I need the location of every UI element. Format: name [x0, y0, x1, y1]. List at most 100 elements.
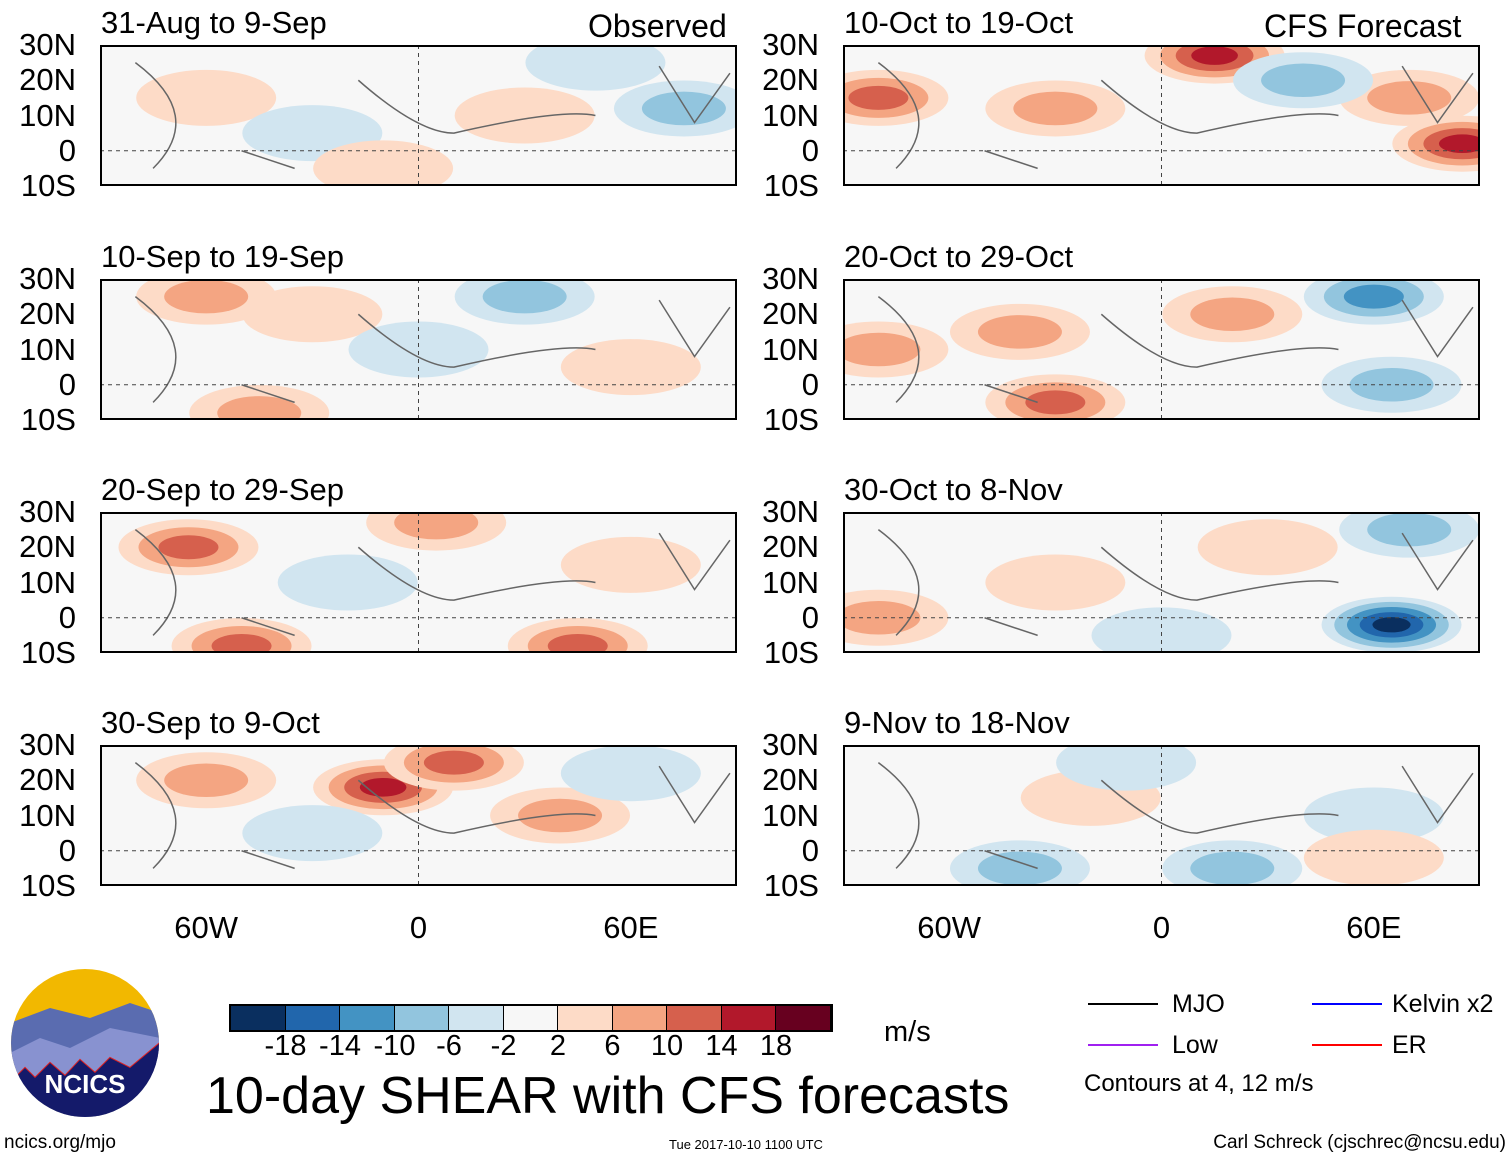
shear-anomaly	[1367, 512, 1452, 547]
shear-anomaly	[547, 633, 608, 653]
colorbar-tick-label: 18	[759, 1030, 793, 1062]
y-tick-label: 0	[58, 832, 76, 868]
shear-anomaly	[1349, 367, 1434, 402]
footer-timestamp: Tue 2017-10-10 1100 UTC	[669, 1137, 823, 1152]
y-tick-label: 10N	[762, 97, 819, 133]
panel-title: 20-Oct to 29-Oct	[844, 239, 1074, 274]
y-tick-label: 0	[801, 366, 819, 402]
y-tick-label: 30N	[19, 727, 76, 762]
colorbar	[229, 1004, 833, 1032]
colorbar-swatch	[721, 1006, 776, 1030]
y-tick-label: 20N	[762, 62, 819, 98]
legend-kelvin: Kelvin x2	[1392, 990, 1494, 1018]
colorbar-tick-label: -14	[319, 1030, 361, 1062]
y-tick-label: 20N	[19, 62, 76, 98]
shear-anomaly	[848, 85, 909, 110]
x-tick-label: 0	[1152, 910, 1171, 945]
footer-url[interactable]: ncics.org/mjo	[4, 1132, 116, 1153]
y-tick-label: 0	[58, 132, 76, 168]
colorbar-tick-label: -2	[490, 1030, 517, 1062]
shear-anomaly	[1197, 519, 1338, 576]
shear-anomaly	[1091, 607, 1232, 653]
y-tick-label: 30N	[762, 727, 819, 762]
shear-anomaly	[518, 798, 603, 833]
shear-anomaly	[423, 750, 484, 775]
ncics-logo: NCICS	[11, 969, 159, 1117]
y-tick-label: 10S	[20, 168, 76, 203]
y-tick-label: 0	[801, 132, 819, 168]
shear-anomaly	[211, 633, 272, 653]
y-tick-label: 10S	[20, 635, 76, 670]
panel-frame	[843, 279, 1480, 420]
y-tick-label: 0	[58, 366, 76, 402]
y-tick-label: 20N	[19, 762, 76, 798]
x-tick-label: 60W	[917, 910, 982, 945]
units-label: m/s	[884, 1016, 931, 1048]
shear-anomaly	[560, 745, 701, 802]
colorbar-tick-label: 6	[604, 1030, 621, 1062]
shear-anomaly	[1303, 787, 1444, 844]
legend-er-line	[1312, 1044, 1382, 1046]
y-tick-label: 30N	[19, 27, 76, 62]
panel-frame	[100, 45, 737, 186]
y-tick-label: 0	[801, 832, 819, 868]
shear-anomaly	[1191, 46, 1238, 65]
panel-frame	[100, 745, 737, 886]
y-tick-label: 10N	[19, 797, 76, 833]
shear-anomaly	[217, 396, 302, 420]
y-tick-label: 30N	[762, 27, 819, 62]
map-panel	[100, 279, 737, 420]
y-tick-label: 10S	[763, 635, 819, 670]
main-title: 10-day SHEAR with CFS forecasts	[206, 1067, 1010, 1125]
shear-anomaly	[482, 279, 567, 314]
panel-title: 20-Sep to 29-Sep	[101, 472, 345, 507]
panel-frame	[843, 512, 1480, 653]
colorbar-swatch	[231, 1006, 286, 1030]
legend-low-line	[1088, 1044, 1158, 1046]
shear-anomaly	[1372, 617, 1411, 633]
coastlines	[134, 762, 731, 870]
y-tick-label: 10S	[763, 868, 819, 903]
shear-anomaly	[1438, 134, 1480, 154]
x-tick-label: 60E	[603, 910, 659, 945]
shear-anomaly	[394, 512, 479, 540]
coastlines	[877, 529, 1474, 637]
y-tick-label: 10S	[763, 168, 819, 203]
map-panel	[100, 512, 737, 653]
y-tick-label: 10N	[19, 331, 76, 367]
shear-anomaly	[843, 600, 921, 635]
shear-anomaly	[1190, 851, 1275, 886]
y-tick-label: 30N	[19, 494, 76, 529]
x-tick-label: 60W	[174, 910, 239, 945]
coastlines	[877, 296, 1474, 404]
shear-anomaly	[1303, 829, 1444, 886]
panel-frame	[843, 745, 1480, 886]
shear-anomaly	[164, 279, 249, 314]
shear-anomaly	[1343, 284, 1404, 309]
shear-anomaly	[977, 315, 1062, 349]
colorbar-swatch	[776, 1006, 831, 1030]
colorbar-swatch	[612, 1006, 667, 1030]
colorbar-tick-label: 14	[705, 1030, 738, 1062]
shear-anomaly	[158, 535, 219, 560]
shear-anomaly	[242, 286, 383, 343]
colorbar-swatch	[394, 1006, 449, 1030]
coastlines	[134, 529, 731, 637]
coastlines	[877, 62, 1474, 170]
y-tick-label: 30N	[762, 494, 819, 529]
shear-anomaly	[164, 763, 249, 798]
y-tick-label: 10S	[20, 868, 76, 903]
legend-kelvin-line	[1312, 1003, 1382, 1005]
y-tick-label: 20N	[762, 296, 819, 332]
shear-anomaly	[525, 45, 666, 91]
y-tick-label: 10S	[763, 402, 819, 437]
y-tick-label: 20N	[762, 762, 819, 798]
panel-frame	[100, 279, 737, 420]
shear-anomaly	[1261, 63, 1346, 98]
legend-low: Low	[1172, 1031, 1218, 1059]
y-tick-label: 10N	[762, 797, 819, 833]
shear-anomaly	[136, 69, 277, 126]
map-panel	[100, 745, 737, 886]
map-panel	[100, 45, 737, 186]
